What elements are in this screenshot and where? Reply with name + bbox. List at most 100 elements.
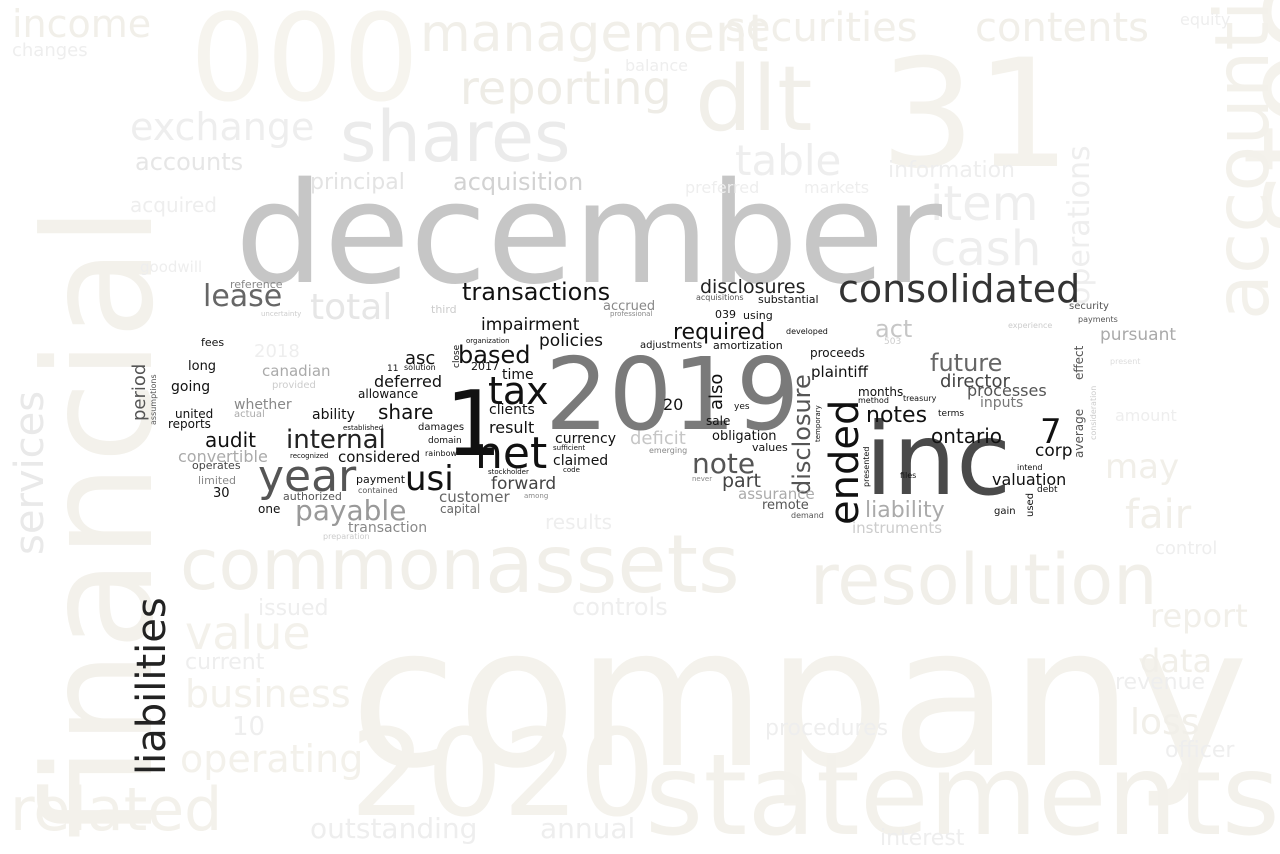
word-information: information: [888, 158, 1015, 183]
word-third: third: [431, 303, 457, 316]
word-10: 10: [232, 712, 266, 742]
word-ability: ability: [312, 407, 355, 423]
word-stockholder: stockholder: [488, 468, 529, 476]
word-officer: officer: [1165, 738, 1235, 763]
word-pursuant: pursuant: [1100, 325, 1177, 345]
word-effect: effect: [1072, 345, 1086, 380]
word-period: period: [129, 363, 150, 421]
word-transaction: transaction: [348, 520, 428, 536]
word-organization: organization: [466, 337, 510, 345]
word-considered: considered: [338, 448, 421, 466]
word-damages: damages: [418, 422, 465, 433]
word-provided: provided: [272, 380, 316, 391]
word-operating: operating: [180, 737, 364, 781]
word-accounting: accounting: [1198, 0, 1280, 320]
word-months: months: [858, 385, 904, 399]
word-principal: principal: [310, 170, 405, 195]
word-control: control: [1155, 538, 1218, 559]
word-impairment: impairment: [481, 315, 580, 335]
word-solution: solution: [404, 363, 436, 372]
word-payable: payable: [295, 494, 407, 527]
word-company: company: [350, 584, 1249, 811]
word-outstanding: outstanding: [310, 812, 478, 845]
word-controls: controls: [572, 593, 668, 621]
word-substantial: substantial: [758, 293, 819, 306]
word-established: established: [343, 424, 384, 432]
word-current: current: [185, 650, 265, 675]
word-2019: 2019: [545, 336, 800, 453]
word-corp: corp: [1035, 441, 1073, 461]
word-markets: markets: [804, 178, 870, 197]
word-long: long: [188, 359, 217, 374]
word-039: 039: [715, 308, 736, 321]
word-values: values: [752, 441, 788, 454]
word-treasury: treasury: [903, 394, 937, 403]
word-acquisitions: acquisitions: [696, 293, 744, 302]
word-common: common: [180, 524, 485, 606]
word-assets: assets: [485, 518, 740, 611]
word-503: 503: [884, 337, 902, 347]
word-clients: clients: [489, 402, 535, 418]
word-processes: processes: [967, 381, 1047, 400]
word-report: report: [1150, 597, 1248, 635]
word-forward: forward: [491, 474, 557, 494]
word-disclosures: disclosures: [700, 276, 806, 298]
word-services: services: [7, 390, 53, 555]
word-issued: issued: [258, 596, 329, 621]
word-based: based: [458, 341, 531, 369]
word-procedures: procedures: [765, 716, 889, 741]
word-authorized: authorized: [283, 490, 342, 503]
word-act: act: [875, 315, 913, 343]
word-changes: changes: [12, 40, 88, 61]
word-proceeds: proceeds: [810, 346, 865, 360]
word-professional: professional: [610, 310, 653, 318]
word-one: one: [258, 502, 281, 516]
word-item: item: [930, 176, 1039, 232]
word-files: files: [900, 471, 917, 480]
word-inc: inc: [865, 401, 1012, 518]
word-close: close: [452, 344, 462, 368]
word-contents: contents: [975, 5, 1149, 51]
word-ended: ended: [822, 399, 868, 525]
word-demand: demand: [791, 511, 824, 520]
word-whether: whether: [234, 397, 292, 413]
word-security: security: [1069, 301, 1109, 312]
word-2020: 2020: [350, 705, 656, 844]
word-consideration: consideration: [1089, 385, 1098, 440]
word-deferred: deferred: [374, 372, 442, 391]
word-income: income: [12, 2, 152, 46]
word-operates: operates: [192, 459, 241, 472]
word-may: may: [1105, 447, 1180, 487]
word-reference: reference: [230, 278, 283, 291]
word-terms: terms: [938, 409, 965, 419]
word-presented: presented: [862, 446, 871, 487]
word-revenue: revenue: [1115, 670, 1206, 695]
word-note: note: [692, 447, 756, 480]
word-currency: currency: [555, 431, 616, 447]
word-000: 000: [190, 0, 420, 129]
word-part: part: [722, 470, 761, 492]
word-december: december: [235, 153, 943, 316]
word-canadian: canadian: [262, 362, 331, 380]
word-table: table: [735, 136, 842, 185]
word-using: using: [743, 309, 773, 322]
word-payment: payment: [356, 473, 406, 486]
word-liabilities: liabilities: [129, 597, 175, 775]
word-emerging: emerging: [649, 446, 688, 455]
word-recognized: recognized: [290, 452, 329, 460]
word-time: time: [502, 367, 534, 383]
word-limited: limited: [198, 474, 236, 487]
word-usi: usi: [405, 459, 454, 499]
word-cash: cash: [930, 221, 1042, 277]
word-claimed: claimed: [553, 453, 609, 469]
word-gain: gain: [994, 506, 1016, 517]
word-2018: 2018: [254, 341, 300, 362]
word-7: 7: [1040, 412, 1062, 452]
word-debt: debt: [1037, 485, 1058, 495]
word-going: going: [171, 379, 211, 395]
word-liability: liability: [865, 498, 945, 523]
word-fair: fair: [1125, 492, 1192, 538]
word-among: among: [524, 492, 549, 500]
word-annual: annual: [540, 812, 636, 845]
word-balance: balance: [625, 56, 688, 75]
